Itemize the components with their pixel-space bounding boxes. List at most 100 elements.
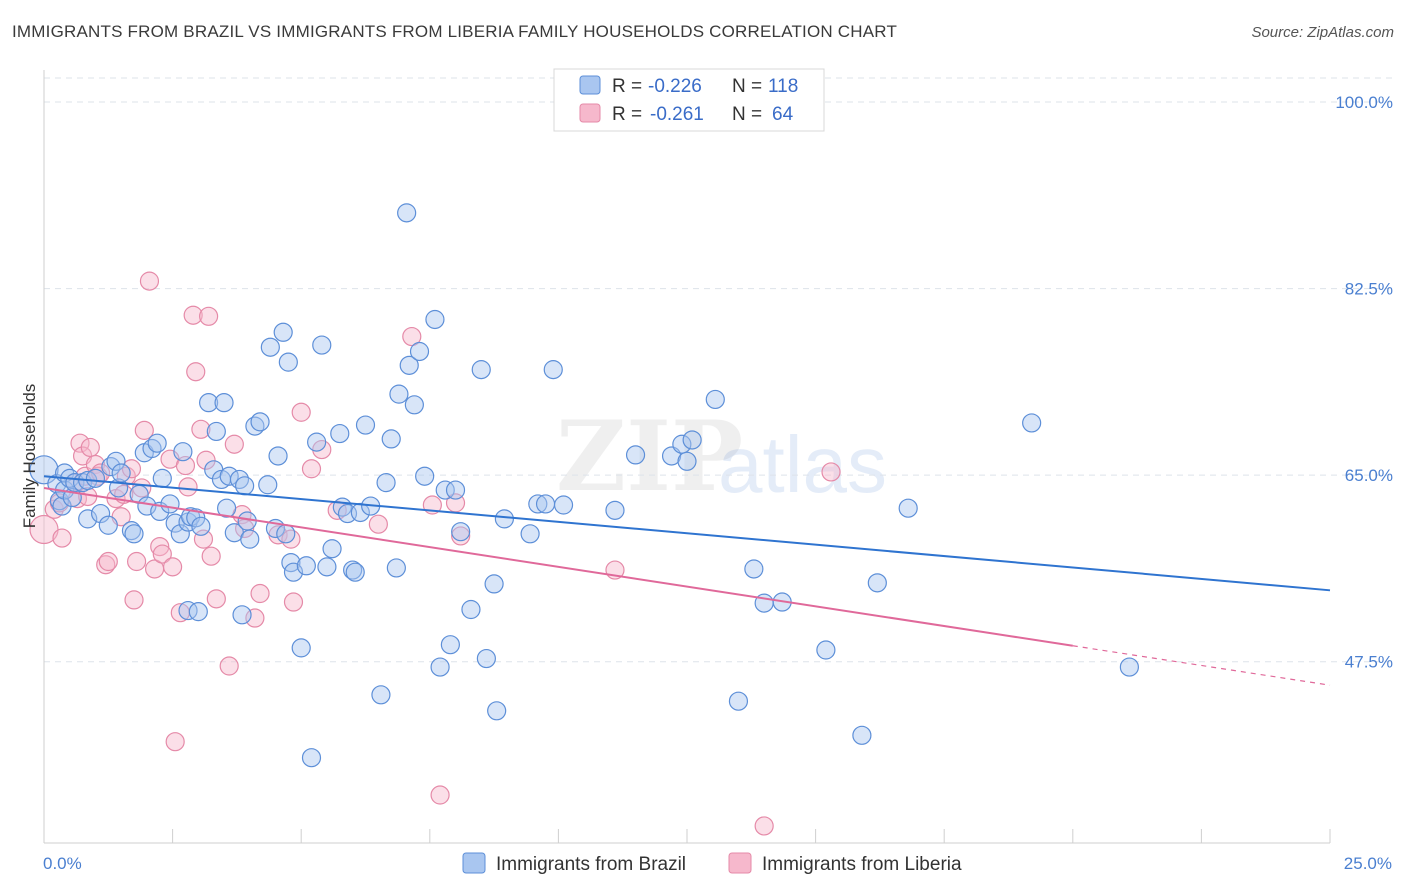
liberia-point: [165, 732, 185, 752]
brazil-n-label: N =: [732, 76, 762, 97]
liberia-point: [821, 462, 841, 482]
liberia-trend-extension: [1072, 645, 1331, 686]
liberia-trend-line: [43, 486, 1073, 647]
liberia-point: [201, 546, 221, 566]
brazil-point: [296, 556, 316, 576]
brazil-point: [85, 468, 106, 488]
watermark-zip: ZIP: [556, 400, 743, 513]
liberia-point: [219, 656, 239, 676]
brazil-point: [1022, 413, 1042, 433]
brazil-point: [291, 638, 311, 658]
liberia-point: [124, 590, 144, 610]
liberia-point: [281, 529, 301, 549]
brazil-point: [425, 309, 445, 330]
liberia-point: [196, 450, 216, 470]
brazil-point: [214, 393, 234, 413]
brazil-point: [273, 322, 293, 342]
chart-title: IMMIGRANTS FROM BRAZIL VS IMMIGRANTS FRO…: [12, 22, 898, 41]
brazil-point: [301, 748, 322, 768]
brazil-point: [232, 605, 252, 625]
brazil-point: [389, 384, 409, 404]
liberia-point: [283, 592, 304, 612]
brazil-point: [258, 475, 278, 495]
brazil-point: [250, 412, 270, 432]
brazil-point: [206, 421, 226, 442]
brazil-point: [98, 515, 118, 535]
brazil-point: [330, 423, 350, 444]
brazil-point: [484, 574, 504, 594]
liberia-point: [451, 526, 471, 546]
watermark-atlas: atlas: [718, 420, 887, 509]
liberia-point: [206, 589, 226, 609]
brazil-point: [728, 691, 749, 711]
brazil-point: [152, 468, 172, 488]
brazil-point: [677, 451, 697, 471]
brazil-point: [451, 522, 471, 542]
brazil-point: [816, 640, 836, 660]
axes: [43, 70, 1331, 844]
legend-liberia-label: Immigrants from Liberia: [762, 854, 962, 875]
brazil-point: [399, 355, 419, 375]
y-tick-label: 82.5%: [1345, 280, 1393, 299]
brazil-r-label: R =: [612, 76, 642, 97]
brazil-point: [90, 503, 111, 524]
brazil-point: [898, 498, 918, 518]
brazil-point: [170, 524, 190, 544]
liberia-point: [199, 306, 219, 326]
brazil-point: [345, 562, 365, 582]
brazil-point: [78, 509, 98, 529]
brazil-point: [276, 524, 296, 544]
brazil-point: [268, 446, 288, 466]
brazil-point: [121, 521, 142, 541]
brazil-point: [199, 393, 219, 413]
brazil-points: [29, 203, 1139, 768]
brazil-point: [322, 539, 342, 559]
y-tick-labels: 47.5% 65.0% 82.5% 100.0%: [1335, 93, 1393, 672]
liberia-points: [29, 271, 841, 836]
liberia-point: [163, 557, 183, 577]
liberia-point: [224, 434, 244, 454]
brazil-point: [219, 466, 239, 486]
liberia-point: [52, 528, 72, 548]
liberia-point: [150, 536, 170, 557]
liberia-n-value: 64: [772, 104, 794, 125]
brazil-point: [435, 480, 455, 500]
brazil-point: [445, 480, 466, 500]
bottom-legend: Immigrants from Brazil Immigrants from L…: [462, 852, 962, 875]
brazil-point: [101, 457, 121, 477]
liberia-point: [178, 477, 198, 497]
brazil-point: [744, 559, 764, 579]
brazil-point: [705, 389, 725, 410]
brazil-point: [307, 432, 327, 452]
liberia-point: [121, 459, 142, 479]
brazil-point: [528, 494, 548, 514]
liberia-point: [402, 326, 422, 347]
brazil-point: [178, 600, 198, 621]
liberia-point: [191, 419, 211, 439]
brazil-point: [240, 529, 260, 549]
x-tick-label-max: 25.0%: [1344, 854, 1392, 873]
brazil-point: [440, 635, 460, 655]
trend-lines: [43, 475, 1331, 686]
brazil-point: [229, 469, 250, 490]
brazil-point: [278, 352, 298, 372]
brazil-point: [476, 648, 496, 669]
liberia-r-label: R =: [612, 104, 642, 125]
liberia-point: [754, 816, 774, 836]
liberia-point: [152, 544, 172, 564]
source-label: Source: ZipAtlas.com: [1251, 24, 1394, 41]
brazil-point: [852, 725, 872, 745]
brazil-n-value: 118: [768, 76, 798, 97]
brazil-point: [386, 558, 406, 578]
brazil-point: [188, 602, 208, 622]
brazil-point: [487, 701, 507, 721]
brazil-point: [173, 442, 193, 462]
brazil-point: [625, 445, 646, 465]
brazil-point: [409, 341, 430, 362]
stats-box: R = -0.226 N = 118 R = -0.261 N = 64: [553, 68, 825, 132]
x-tick-label-min: 0.0%: [43, 854, 82, 873]
liberia-point: [186, 362, 206, 382]
brazil-point: [260, 337, 280, 357]
liberia-point: [250, 583, 270, 604]
brazil-point: [1119, 657, 1139, 677]
